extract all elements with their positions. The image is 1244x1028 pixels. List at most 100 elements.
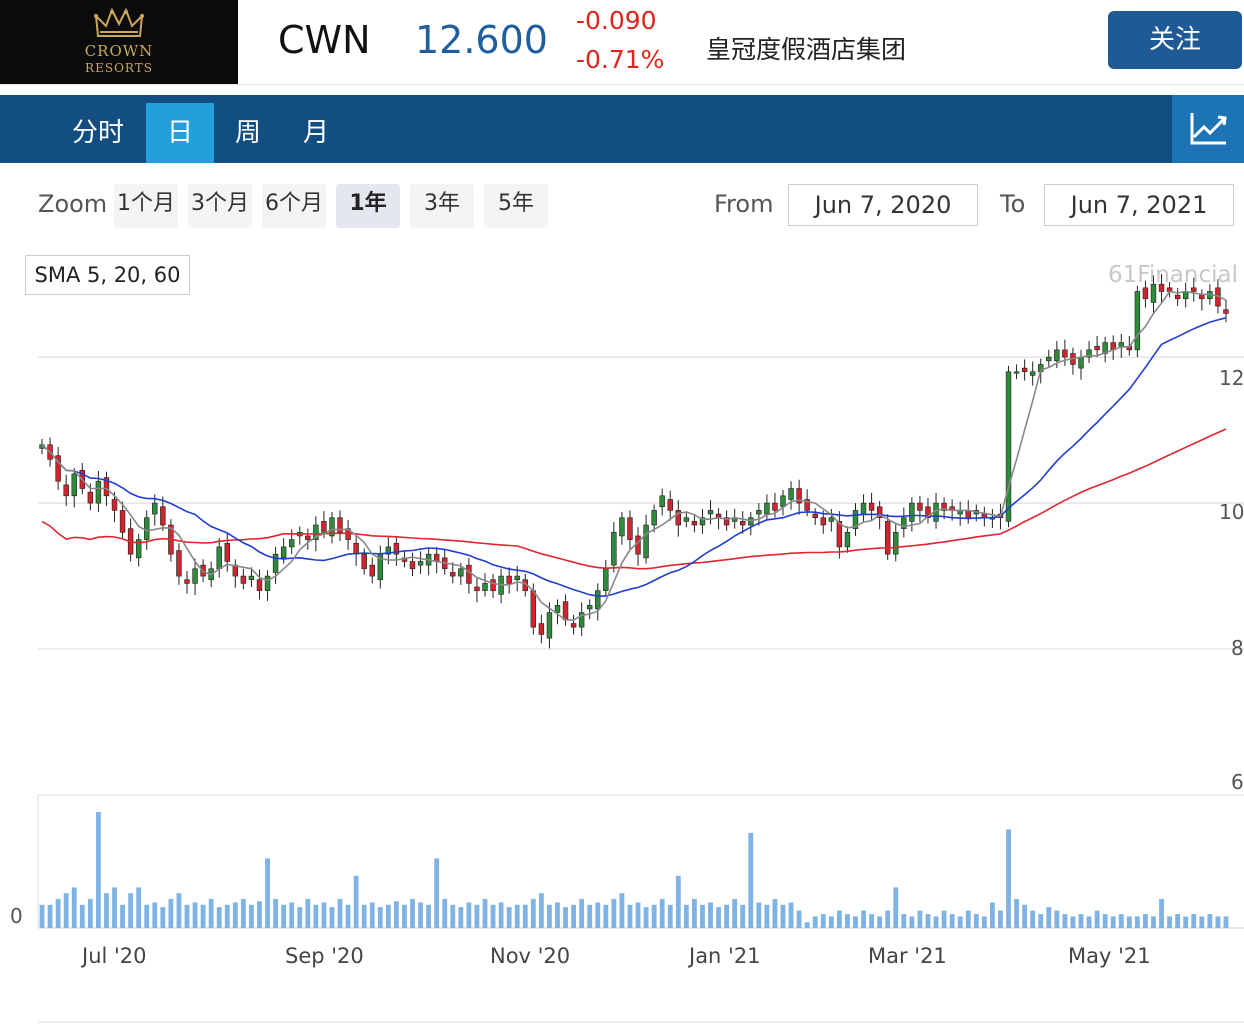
volume-bar (442, 899, 448, 928)
volume-bar (289, 902, 295, 928)
candle-body (804, 499, 810, 511)
last-price: 12.600 (415, 18, 548, 62)
candle-body (490, 579, 496, 591)
sma-indicator-label[interactable]: SMA 5, 20, 60 (25, 255, 190, 295)
candle-body (627, 517, 633, 540)
volume-bar (1062, 914, 1068, 928)
candle-body (1174, 294, 1181, 300)
candle-body (361, 553, 367, 570)
candle-body (1054, 349, 1060, 362)
candle-body (329, 517, 335, 537)
candle-body (659, 495, 665, 508)
volume-bar (909, 916, 915, 928)
volume-bar (1207, 914, 1213, 928)
candle-body (868, 502, 875, 511)
chart-type-button[interactable] (1172, 95, 1244, 163)
tab-intraday[interactable]: 分时 (71, 118, 124, 148)
volume-bar (659, 899, 665, 928)
zoom-1m-button[interactable]: 1个月 (114, 184, 178, 228)
chart-credit: 61Financial (1108, 262, 1238, 288)
volume-bar (885, 910, 891, 928)
volume-bar (667, 904, 673, 928)
chart-trend-icon (1190, 113, 1227, 145)
volume-bar (563, 907, 568, 928)
candle-body (1094, 345, 1100, 351)
volume-bar (651, 904, 657, 928)
volume-bar (490, 904, 496, 928)
candle-body (538, 623, 545, 635)
volume-bar (683, 904, 689, 928)
candle-body (562, 601, 569, 621)
follow-button[interactable]: 关注 (1108, 11, 1242, 69)
volume-bar (1134, 916, 1140, 928)
volume-bar (740, 904, 746, 928)
candle-body (160, 506, 166, 526)
crown-icon (94, 8, 144, 37)
volume-bar (965, 910, 971, 928)
zoom-5y-button[interactable]: 5年 (484, 184, 548, 228)
zoom-1y-button[interactable]: 1年 (336, 184, 400, 228)
volume-bar (700, 904, 705, 928)
to-date-input[interactable] (1044, 184, 1234, 226)
volume-bar (79, 904, 85, 928)
candle-body (884, 521, 891, 555)
candle-body (369, 564, 375, 577)
volume-bar (547, 904, 552, 928)
volume-bar (780, 904, 786, 928)
candle-body (1013, 371, 1020, 374)
volume-bar (933, 916, 939, 928)
candle-body (909, 502, 915, 522)
volume-bar (957, 916, 963, 928)
volume-bar (917, 910, 923, 928)
x-tick-label: Jul '20 (82, 944, 147, 968)
volume-bar (828, 916, 834, 928)
candle-body (1062, 349, 1068, 358)
volume-bar (756, 902, 762, 928)
volume-bar (482, 899, 488, 928)
zoom-3y-button[interactable]: 3年 (410, 184, 474, 228)
zoom-3m-button[interactable]: 3个月 (188, 184, 252, 228)
volume-bar (216, 907, 222, 928)
candle-body (458, 568, 464, 577)
candle-body (321, 521, 327, 533)
volume-bar (87, 899, 93, 928)
candle-body (796, 488, 802, 504)
volume-bar (836, 910, 842, 928)
volume-bar (643, 907, 649, 928)
candle-body (651, 510, 657, 526)
candle-body (836, 521, 843, 548)
candle-body (925, 506, 931, 519)
volume-bar (538, 893, 544, 928)
volume-bar (337, 899, 343, 928)
tab-monthly[interactable]: 月 (302, 118, 329, 148)
candle-body (780, 495, 786, 508)
candle-body (1118, 342, 1124, 347)
volume-bar (128, 893, 134, 928)
volume-bar (232, 902, 238, 928)
candle-body (216, 546, 222, 570)
candle-body (852, 510, 859, 529)
tab-weekly[interactable]: 周 (234, 118, 261, 148)
volume-bar (635, 902, 641, 928)
zoom-6m-button[interactable]: 6个月 (262, 184, 326, 228)
candle-body (111, 499, 118, 511)
candle-body (144, 517, 150, 540)
volume-bar (1175, 914, 1181, 928)
volume-bar (1086, 916, 1092, 928)
volume-bar (321, 902, 327, 928)
volume-bar (1038, 914, 1044, 928)
from-date-input[interactable] (788, 184, 978, 226)
candle-body (240, 575, 247, 584)
y-tick-label: 8 (1231, 636, 1244, 660)
volume-bar (973, 914, 979, 928)
volume-bar (329, 907, 335, 928)
candle-body (1199, 294, 1205, 300)
tab-daily[interactable]: 日 (146, 103, 214, 163)
candle-body (63, 484, 69, 497)
candle-body (1046, 356, 1052, 362)
volume-bar (402, 904, 407, 928)
price-change: -0.090 (576, 6, 657, 35)
volume-bar (845, 914, 850, 928)
candle-body (691, 521, 698, 526)
